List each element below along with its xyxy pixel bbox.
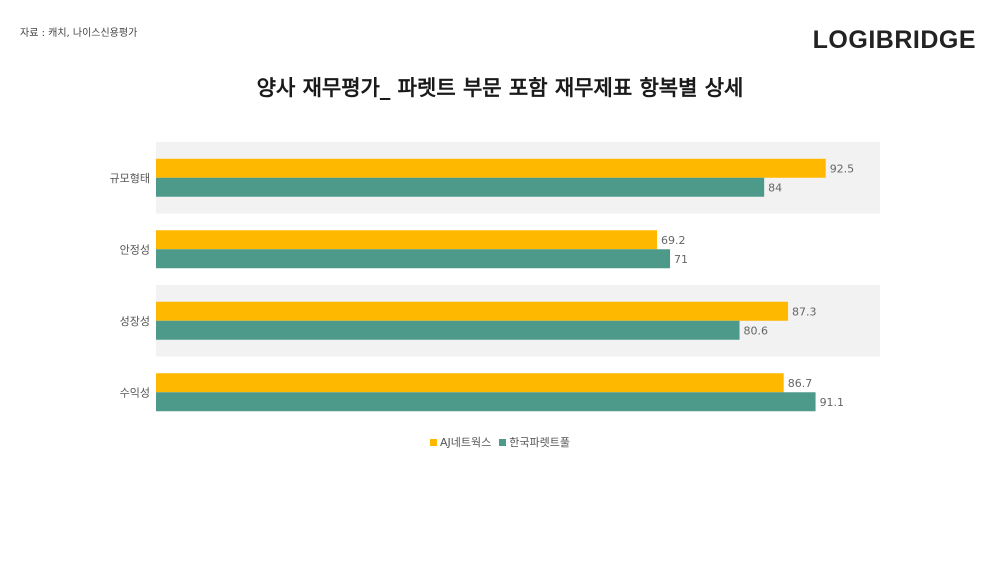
- legend-swatch-series-2: [499, 438, 507, 446]
- category-label: 성장성: [120, 315, 150, 328]
- bar-series-2: [156, 177, 765, 197]
- data-label: 91.1: [820, 396, 845, 409]
- category-label: 안정성: [120, 243, 150, 256]
- brand-logo: LOGIBRIDGE: [812, 26, 976, 54]
- data-label: 92.5: [830, 162, 855, 175]
- data-label: 71: [674, 253, 688, 266]
- legend-item-series-2: 한국파렛트풀: [499, 434, 570, 450]
- data-label: 84: [768, 181, 782, 194]
- bar-series-1: [156, 158, 826, 178]
- bar-series-1: [156, 301, 789, 321]
- chart-title: 양사 재무평가_ 파렛트 부문 포함 재무제표 항복별 상세: [256, 76, 744, 100]
- bar-series-1: [156, 373, 784, 393]
- legend-item-series-1: AJ네트웍스: [430, 434, 491, 450]
- chart-legend: AJ네트웍스 한국파렛트풀: [0, 434, 1000, 450]
- category-label: 수익성: [120, 386, 150, 399]
- bar-series-1: [156, 230, 658, 250]
- category-label: 규모형태: [110, 172, 150, 185]
- bar-series-2: [156, 392, 816, 412]
- source-note: 자료 : 캐치, 나이스신용평가: [20, 28, 138, 39]
- legend-label-series-2: 한국파렛트풀: [509, 436, 570, 449]
- legend-swatch-series-1: [430, 438, 437, 446]
- bar-series-2: [156, 249, 671, 269]
- bar-series-2: [156, 320, 740, 340]
- data-label: 87.3: [792, 305, 817, 318]
- data-label: 69.2: [661, 234, 686, 247]
- data-label: 86.7: [788, 377, 813, 390]
- data-label: 80.6: [744, 324, 769, 337]
- legend-label-series-1: AJ네트웍스: [440, 436, 492, 449]
